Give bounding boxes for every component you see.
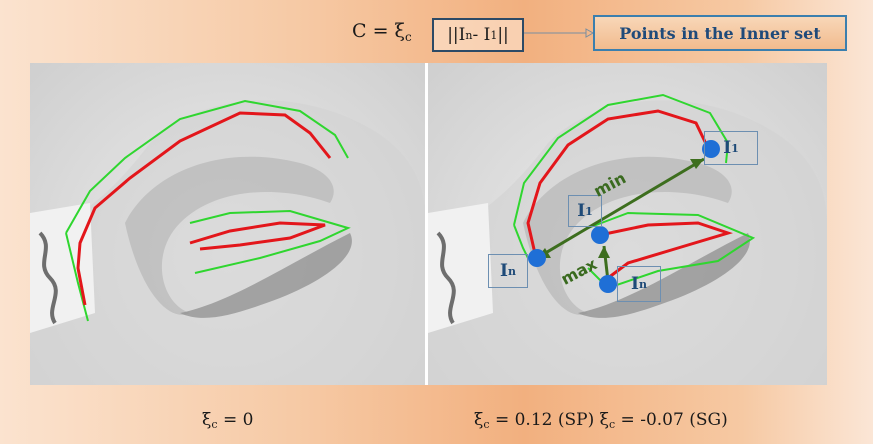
caption-left: ξc = 0 (202, 410, 253, 431)
label-main: I (631, 274, 639, 294)
tissue-region (428, 100, 827, 385)
label-main: I (577, 201, 586, 221)
inner-contour-sp (526, 109, 710, 259)
norm-sub-n: n (465, 28, 473, 42)
tissue-region (30, 100, 426, 385)
left-image-panel (30, 63, 426, 385)
inner-contour-sg (189, 221, 326, 251)
tissue-band (125, 156, 334, 315)
norm-open: ||I (447, 25, 466, 45)
caption-right-sg: = -0.07 (SG) (615, 410, 728, 430)
left-panel-drawing (30, 99, 426, 385)
outer-contour-sg (189, 209, 351, 274)
label-sub: 1 (731, 141, 739, 155)
min-arrow (536, 157, 705, 260)
inner-contour-sg (599, 221, 733, 280)
caption-left-xi: ξ (202, 410, 212, 430)
point-in-left (528, 249, 546, 267)
caption-right-sub: c (483, 418, 490, 431)
outer-contour-sp (513, 93, 730, 226)
caption-right-xi: ξ (474, 410, 484, 430)
left-ventricle-space (428, 203, 493, 333)
min-arrow-head-end (690, 159, 704, 169)
caption-left-value: = 0 (217, 410, 254, 430)
inner-contour-sp (76, 111, 332, 306)
tissue-band (523, 156, 732, 315)
formula-subscript: c (405, 30, 412, 44)
label-main: I (723, 138, 732, 158)
label-sub: n (507, 264, 516, 278)
dentate-band (180, 233, 352, 318)
vessel-shape (38, 231, 58, 325)
outer-contour-sp (65, 99, 349, 234)
vessel-shape (436, 231, 456, 325)
caption-right-sp: = 0.12 (SP) ξ (489, 410, 609, 430)
outer-contour-sp-lower (65, 232, 89, 322)
formula-prefix: C = ξ (352, 20, 406, 42)
norm-box: ||I n - I 1 || (432, 18, 524, 52)
label-main: I (500, 261, 508, 281)
max-arrow-head (598, 246, 610, 258)
norm-sub-1: 1 (490, 28, 498, 42)
header-arrow (524, 28, 595, 38)
left-ventricle-space (30, 203, 95, 333)
panel-divider (425, 63, 428, 385)
point-i1-mid (591, 226, 609, 244)
label-sub: 1 (585, 204, 593, 218)
caption-right-sub2: c (608, 418, 616, 431)
points-inner-set-box: Points in the Inner set (593, 15, 847, 51)
label-sub: n (638, 277, 647, 291)
norm-close: || (497, 25, 509, 45)
cost-formula: C = ξc (352, 20, 412, 44)
norm-mid: - I (472, 25, 491, 45)
right-image-panel (428, 63, 827, 385)
right-panel-drawing (428, 93, 827, 385)
dentate-band (578, 233, 750, 318)
point-i1-top (702, 140, 720, 158)
caption-left-sub: c (211, 418, 218, 431)
point-in-bottom (599, 275, 617, 293)
caption-right: ξc = 0.12 (SP) ξc = -0.07 (SG) (474, 410, 728, 431)
